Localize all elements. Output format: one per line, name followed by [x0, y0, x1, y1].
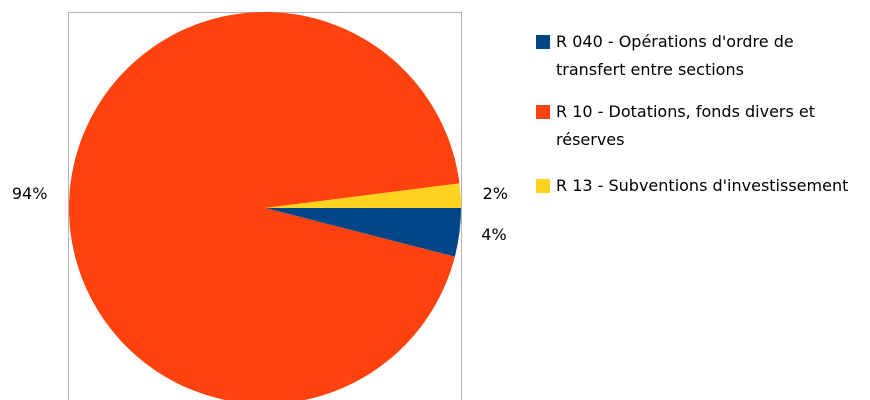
pie-slice	[265, 208, 461, 257]
legend-swatch	[536, 105, 550, 119]
legend-label: R 10 - Dotations, fonds divers et réserv…	[556, 102, 816, 149]
legend-item: R 040 - Opérations d'ordre de transfert …	[536, 28, 866, 84]
legend-swatch	[536, 35, 550, 49]
legend-item: R 13 - Subventions d'investissement	[536, 172, 866, 200]
data-label: 4%	[481, 225, 506, 244]
legend-label: R 13 - Subventions d'investissement	[556, 176, 849, 195]
data-label: 2%	[483, 184, 508, 203]
legend-item: R 10 - Dotations, fonds divers et réserv…	[536, 98, 866, 154]
legend-label: R 040 - Opérations d'ordre de transfert …	[556, 32, 794, 79]
legend-swatch	[536, 179, 550, 193]
data-label: 94%	[12, 184, 48, 203]
pie-slice	[265, 183, 461, 208]
pie-slice	[69, 12, 460, 400]
